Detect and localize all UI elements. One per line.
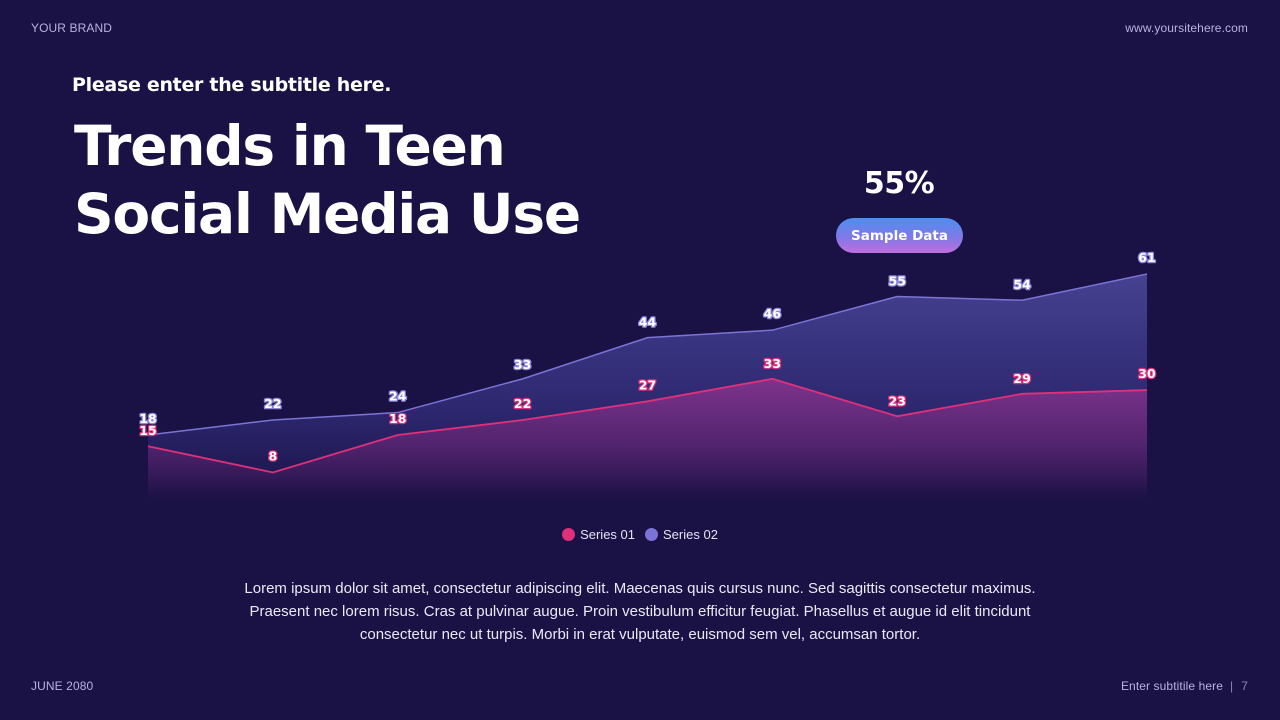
series-line-1: [147, 377, 1148, 474]
data-label: 27: [639, 377, 656, 392]
data-label: 23: [889, 393, 906, 408]
page-number: 7: [1241, 679, 1248, 693]
title-line-1: Trends in Teen: [74, 114, 506, 178]
brand-name: YOUR BRAND: [31, 21, 113, 35]
footer-subtitle: Enter subtitile here: [1120, 679, 1223, 693]
footer-info: Enter subtitile here | 7: [1121, 679, 1248, 693]
data-label: 33: [514, 357, 531, 372]
area-chart: 15 8 18 22 27 33 23 29 30 18 22 24 33 44 46 55 54 61: [138, 249, 1157, 500]
data-label: 55: [889, 273, 906, 288]
body-paragraph: Lorem ipsum dolor sit amet, consectetur …: [244, 580, 1036, 643]
chart-plot-area: 15 8 18 22 27 33 23 29 30 18 22 24 33 44 46 55 54 61: [138, 249, 1157, 500]
legend-item-series-01: Series 01: [562, 527, 635, 542]
website-url: www.yoursitehere.com: [1125, 21, 1248, 35]
data-label: 22: [264, 396, 281, 411]
data-label: 24: [389, 389, 407, 404]
legend-label: Series 01: [580, 527, 635, 542]
data-label: 44: [639, 315, 657, 330]
slide-subtitle: Please enter the subtitle here.: [72, 74, 392, 96]
data-label: 30: [1138, 366, 1156, 381]
legend-item-series-02: Series 02: [645, 527, 718, 542]
title-line-2: Social Media Use: [74, 182, 581, 246]
legend-label: Series 02: [663, 527, 718, 542]
footer-date: JUNE 2080: [31, 679, 94, 693]
data-label: 61: [1138, 250, 1155, 265]
chart-legend: Series 01 Series 02: [0, 527, 1280, 542]
sample-data-badge: Sample Data: [836, 218, 963, 253]
data-label: 54: [1013, 277, 1031, 292]
data-label: 18: [139, 411, 156, 426]
slide-title: Trends in Teen Social Media Use: [74, 112, 581, 248]
data-label: 8: [269, 448, 278, 463]
data-label: 46: [764, 306, 782, 321]
data-label: 18: [389, 411, 406, 426]
data-label: 15: [139, 423, 156, 438]
series-01-swatch-icon: [562, 528, 576, 541]
footer-separator: |: [1230, 679, 1234, 693]
series-area-1: [148, 378, 1147, 500]
data-label: 29: [1013, 371, 1030, 386]
highlight-value: 55%: [863, 166, 935, 201]
data-label: 22: [514, 396, 531, 411]
series-02-swatch-icon: [645, 528, 658, 541]
data-label: 33: [764, 356, 781, 371]
series-line-2: [147, 273, 1148, 436]
